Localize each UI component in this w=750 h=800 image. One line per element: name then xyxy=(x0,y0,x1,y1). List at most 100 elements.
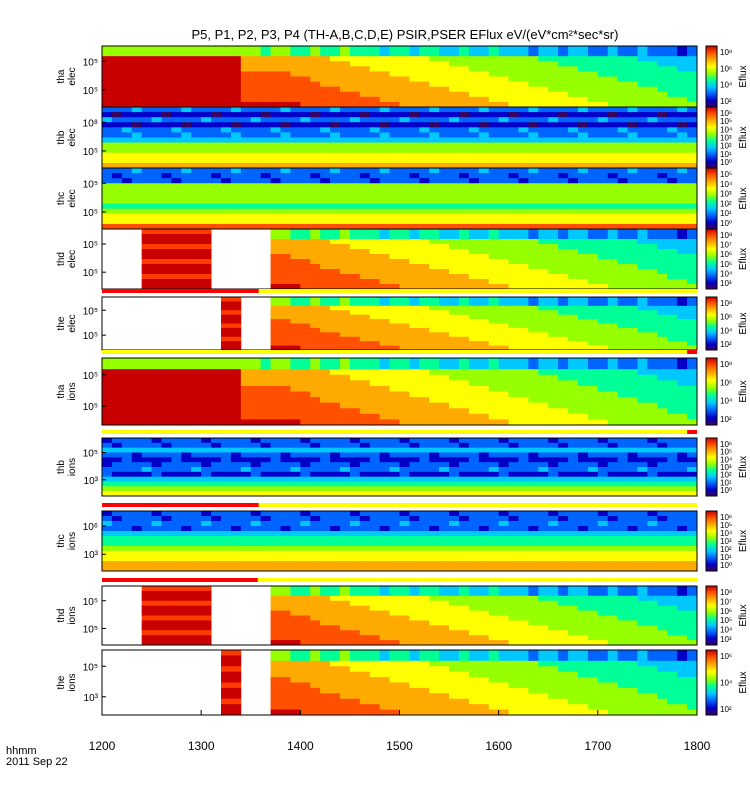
spectrogram-cell xyxy=(488,244,500,250)
spectrogram-cell xyxy=(459,462,470,468)
spectrogram-cell xyxy=(389,457,400,463)
spectrogram-cell xyxy=(409,284,420,290)
spectrogram-cell xyxy=(607,51,619,57)
spectrogram-cell xyxy=(121,168,133,174)
spectrogram-cell xyxy=(349,101,361,108)
spectrogram-cell xyxy=(240,178,252,184)
spectrogram-cell xyxy=(637,408,648,415)
spectrogram-cell xyxy=(587,319,599,324)
spectrogram-cell xyxy=(389,274,400,280)
spectrogram-cell xyxy=(488,385,500,392)
spectrogram-cell xyxy=(270,380,281,387)
spectrogram-cell xyxy=(290,341,301,346)
spectrogram-cell xyxy=(141,234,152,240)
spectrogram-cell xyxy=(221,61,232,67)
spectrogram-cell xyxy=(449,188,460,194)
spectrogram-cell xyxy=(627,301,638,307)
spectrogram-cell xyxy=(389,323,400,329)
spectrogram-cell xyxy=(667,284,678,290)
spectrogram-cell xyxy=(627,152,638,159)
spectrogram-cell xyxy=(340,61,351,67)
spectrogram-cell xyxy=(310,101,321,108)
spectrogram-cell xyxy=(637,117,648,123)
spectrogram-cell xyxy=(399,310,410,316)
spectrogram-cell xyxy=(429,319,440,324)
spectrogram-cell xyxy=(221,358,232,364)
spectrogram-cell xyxy=(548,471,559,478)
spectrogram-cell xyxy=(528,442,539,449)
spectrogram-cell xyxy=(468,81,480,88)
spectrogram-cell xyxy=(290,157,301,164)
spectrogram-cell xyxy=(429,101,440,108)
spectrogram-cell xyxy=(667,323,678,329)
spectrogram-cell xyxy=(468,462,480,468)
spectrogram-cell xyxy=(637,254,648,260)
spectrogram-cell xyxy=(359,157,371,164)
spectrogram-cell xyxy=(260,56,271,62)
spectrogram-cell xyxy=(568,56,579,62)
spectrogram-cell xyxy=(449,183,460,189)
spectrogram-cell xyxy=(667,358,678,364)
spectrogram-cell xyxy=(548,345,559,351)
spectrogram-cell xyxy=(667,481,678,487)
spectrogram-cell xyxy=(488,107,500,113)
spectrogram-cell xyxy=(627,447,638,453)
spectrogram-cell xyxy=(300,314,311,320)
spectrogram-cell xyxy=(518,76,529,82)
spectrogram-cell xyxy=(677,208,688,215)
spectrogram-cell xyxy=(459,385,470,392)
spectrogram-cell xyxy=(349,178,361,184)
spectrogram-cell xyxy=(111,188,123,194)
spectrogram-cell xyxy=(409,147,420,154)
spectrogram-cell xyxy=(211,218,222,225)
spectrogram-cell xyxy=(379,471,390,478)
spectrogram-cell xyxy=(558,81,569,88)
spectrogram-cell xyxy=(468,66,480,72)
spectrogram-cell xyxy=(300,193,311,199)
spectrogram-cell xyxy=(419,408,430,415)
spectrogram-cell xyxy=(211,462,222,468)
spectrogram-cell xyxy=(141,385,152,392)
spectrogram-cell xyxy=(250,374,262,381)
spectrogram-cell xyxy=(558,397,569,404)
spectrogram-cell xyxy=(379,117,390,123)
spectrogram-cell xyxy=(141,213,152,220)
spectrogram-cell xyxy=(578,491,589,497)
spectrogram-cell xyxy=(399,101,410,108)
spectrogram-cell xyxy=(597,66,609,72)
spectrogram-cell xyxy=(250,486,262,492)
spectrogram-cell xyxy=(221,336,232,342)
spectrogram-cell xyxy=(528,457,539,463)
spectrogram-cell xyxy=(607,61,619,67)
spectrogram-cell xyxy=(250,66,262,72)
spectrogram-cell xyxy=(468,203,480,210)
spectrogram-cell xyxy=(488,117,500,123)
spectrogram-cell xyxy=(230,91,242,98)
spectrogram-cell xyxy=(369,442,381,449)
spectrogram-cell xyxy=(667,223,678,230)
spectrogram-cell xyxy=(310,284,321,290)
spectrogram-cell xyxy=(369,188,381,194)
spectrogram-cell xyxy=(409,198,420,204)
spectrogram-cell xyxy=(221,122,232,128)
spectrogram-cell xyxy=(617,314,628,320)
spectrogram-cell xyxy=(201,188,212,194)
spectrogram-cell xyxy=(617,193,628,199)
spectrogram-cell xyxy=(349,81,361,88)
spectrogram-cell xyxy=(597,198,609,204)
spectrogram-cell xyxy=(439,223,450,230)
spectrogram-cell xyxy=(121,76,133,82)
spectrogram-cell xyxy=(201,462,212,468)
spectrogram-cell xyxy=(528,249,539,255)
spectrogram-cell xyxy=(677,132,688,138)
spectrogram-cell xyxy=(578,152,589,159)
spectrogram-cell xyxy=(389,413,400,420)
spectrogram-cell xyxy=(250,56,262,62)
spectrogram-cell xyxy=(419,122,430,128)
spectrogram-cell xyxy=(478,264,490,270)
spectrogram-cell xyxy=(340,183,351,189)
spectrogram-cell xyxy=(578,476,589,482)
spectrogram-cell xyxy=(121,86,133,93)
spectrogram-cell xyxy=(538,56,549,62)
spectrogram-cell xyxy=(379,173,390,179)
